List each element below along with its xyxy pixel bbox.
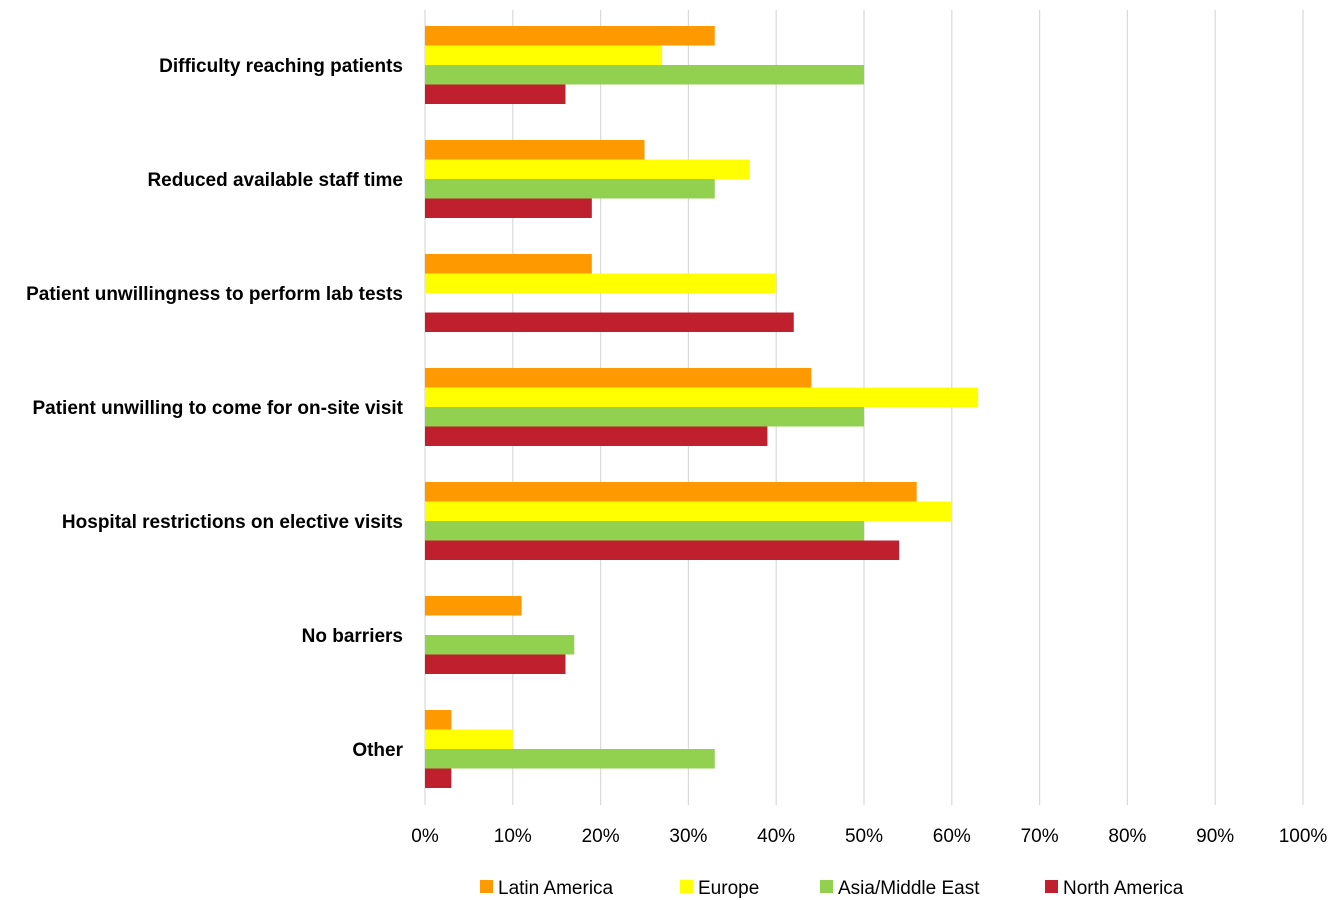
category-label: Patient unwilling to come for on-site vi… <box>32 398 403 419</box>
bar-north-america <box>425 768 452 788</box>
category-label: Difficulty reaching patients <box>159 56 403 77</box>
bar-north-america <box>425 426 768 446</box>
legend-swatch <box>680 880 693 893</box>
bar-asia-middle-east <box>425 179 715 199</box>
legend-swatch <box>820 880 833 893</box>
bar-latin-america <box>425 596 522 616</box>
category-label: Other <box>352 740 403 761</box>
category-labels: Difficulty reaching patients Reduced avai… <box>26 56 404 761</box>
bar-latin-america <box>425 140 645 160</box>
bar-europe <box>425 387 979 407</box>
legend: Latin America Europe Asia/Middle East North… <box>480 878 1184 899</box>
bar-latin-america <box>425 26 715 46</box>
x-tick-label: 70% <box>1021 826 1059 847</box>
bar-asia-middle-east <box>425 407 864 427</box>
bar-north-america <box>425 84 566 104</box>
x-tick-label: 100% <box>1279 826 1328 847</box>
category-label: Hospital restrictions on elective visits <box>62 512 403 533</box>
bar-latin-america <box>425 368 812 388</box>
bar-north-america <box>425 654 566 674</box>
bar-north-america <box>425 198 592 218</box>
bar-europe <box>425 273 777 293</box>
category-label: Reduced available staff time <box>147 170 403 191</box>
legend-swatch <box>1045 880 1058 893</box>
x-tick-labels: 0% 10% 20% 30% 40% 50% 60% 70% 80% 90% 100% <box>411 826 1327 847</box>
bar-latin-america <box>425 710 452 730</box>
category-label: Patient unwillingness to perform lab tes… <box>26 284 403 305</box>
x-tick-label: 20% <box>582 826 620 847</box>
bar-latin-america <box>425 482 917 502</box>
x-tick-label: 10% <box>494 826 532 847</box>
legend-item: North America <box>1045 878 1184 899</box>
legend-swatch <box>480 880 493 893</box>
bar-north-america <box>425 540 900 560</box>
legend-item: Asia/Middle East <box>820 878 980 899</box>
bar-asia-middle-east <box>425 65 864 85</box>
bar-europe <box>425 159 750 179</box>
bar-asia-middle-east <box>425 749 715 769</box>
bar-europe <box>425 45 663 65</box>
legend-item: Europe <box>680 878 759 899</box>
legend-label: Asia/Middle East <box>838 878 980 899</box>
x-tick-label: 80% <box>1108 826 1146 847</box>
bar-north-america <box>425 312 794 332</box>
x-tick-label: 0% <box>411 826 439 847</box>
bar-asia-middle-east <box>425 635 575 655</box>
x-tick-label: 90% <box>1196 826 1234 847</box>
category-label: No barriers <box>302 626 403 647</box>
x-tick-label: 50% <box>845 826 883 847</box>
legend-label: North America <box>1063 878 1184 899</box>
bars <box>425 26 979 788</box>
legend-item: Latin America <box>480 878 614 899</box>
bar-asia-middle-east <box>425 521 864 541</box>
bar-latin-america <box>425 254 592 274</box>
x-tick-label: 30% <box>669 826 707 847</box>
legend-label: Latin America <box>498 878 614 899</box>
bar-europe <box>425 501 952 521</box>
bar-europe <box>425 729 513 749</box>
x-tick-label: 60% <box>933 826 971 847</box>
x-tick-label: 40% <box>757 826 795 847</box>
legend-label: Europe <box>698 878 759 899</box>
